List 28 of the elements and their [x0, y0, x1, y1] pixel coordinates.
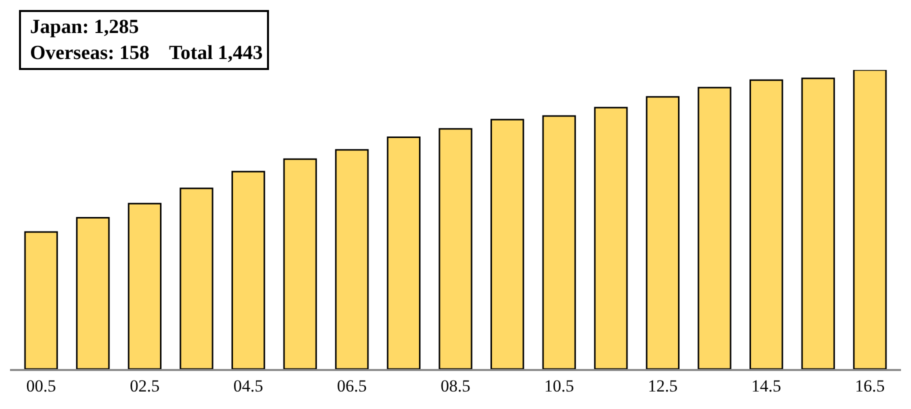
- bar: [386, 136, 421, 369]
- x-tick-label: 04.5: [233, 376, 264, 396]
- bar: [594, 106, 628, 369]
- x-tick-label: 06.5: [337, 376, 367, 396]
- x-tick-label: 00.5: [26, 376, 56, 396]
- bar: [76, 216, 110, 369]
- text: Japan: 1,285: [25, 16, 139, 38]
- x-tick-label: 16.5: [855, 376, 885, 396]
- bar: [24, 231, 58, 369]
- bar: [335, 149, 369, 369]
- bar: [646, 96, 680, 369]
- bar: [128, 202, 162, 369]
- x-tick-label: 10.5: [544, 376, 574, 396]
- x-tick-label: 02.5: [130, 376, 160, 396]
- bar: [853, 70, 887, 369]
- x-tick-label: 14.5: [751, 376, 782, 396]
- bar: [801, 78, 835, 369]
- bar: [490, 118, 524, 369]
- bar: [750, 79, 784, 369]
- bar: [542, 115, 576, 369]
- bar: [698, 86, 732, 369]
- x-tick-label: 08.5: [440, 376, 470, 396]
- text: Overseas: 158 Total 1,443: [25, 42, 263, 64]
- bar: [180, 188, 214, 369]
- bar: [231, 170, 266, 369]
- bar: [438, 128, 472, 369]
- bar: [283, 158, 317, 369]
- x-tick-label: 12.5: [648, 376, 678, 396]
